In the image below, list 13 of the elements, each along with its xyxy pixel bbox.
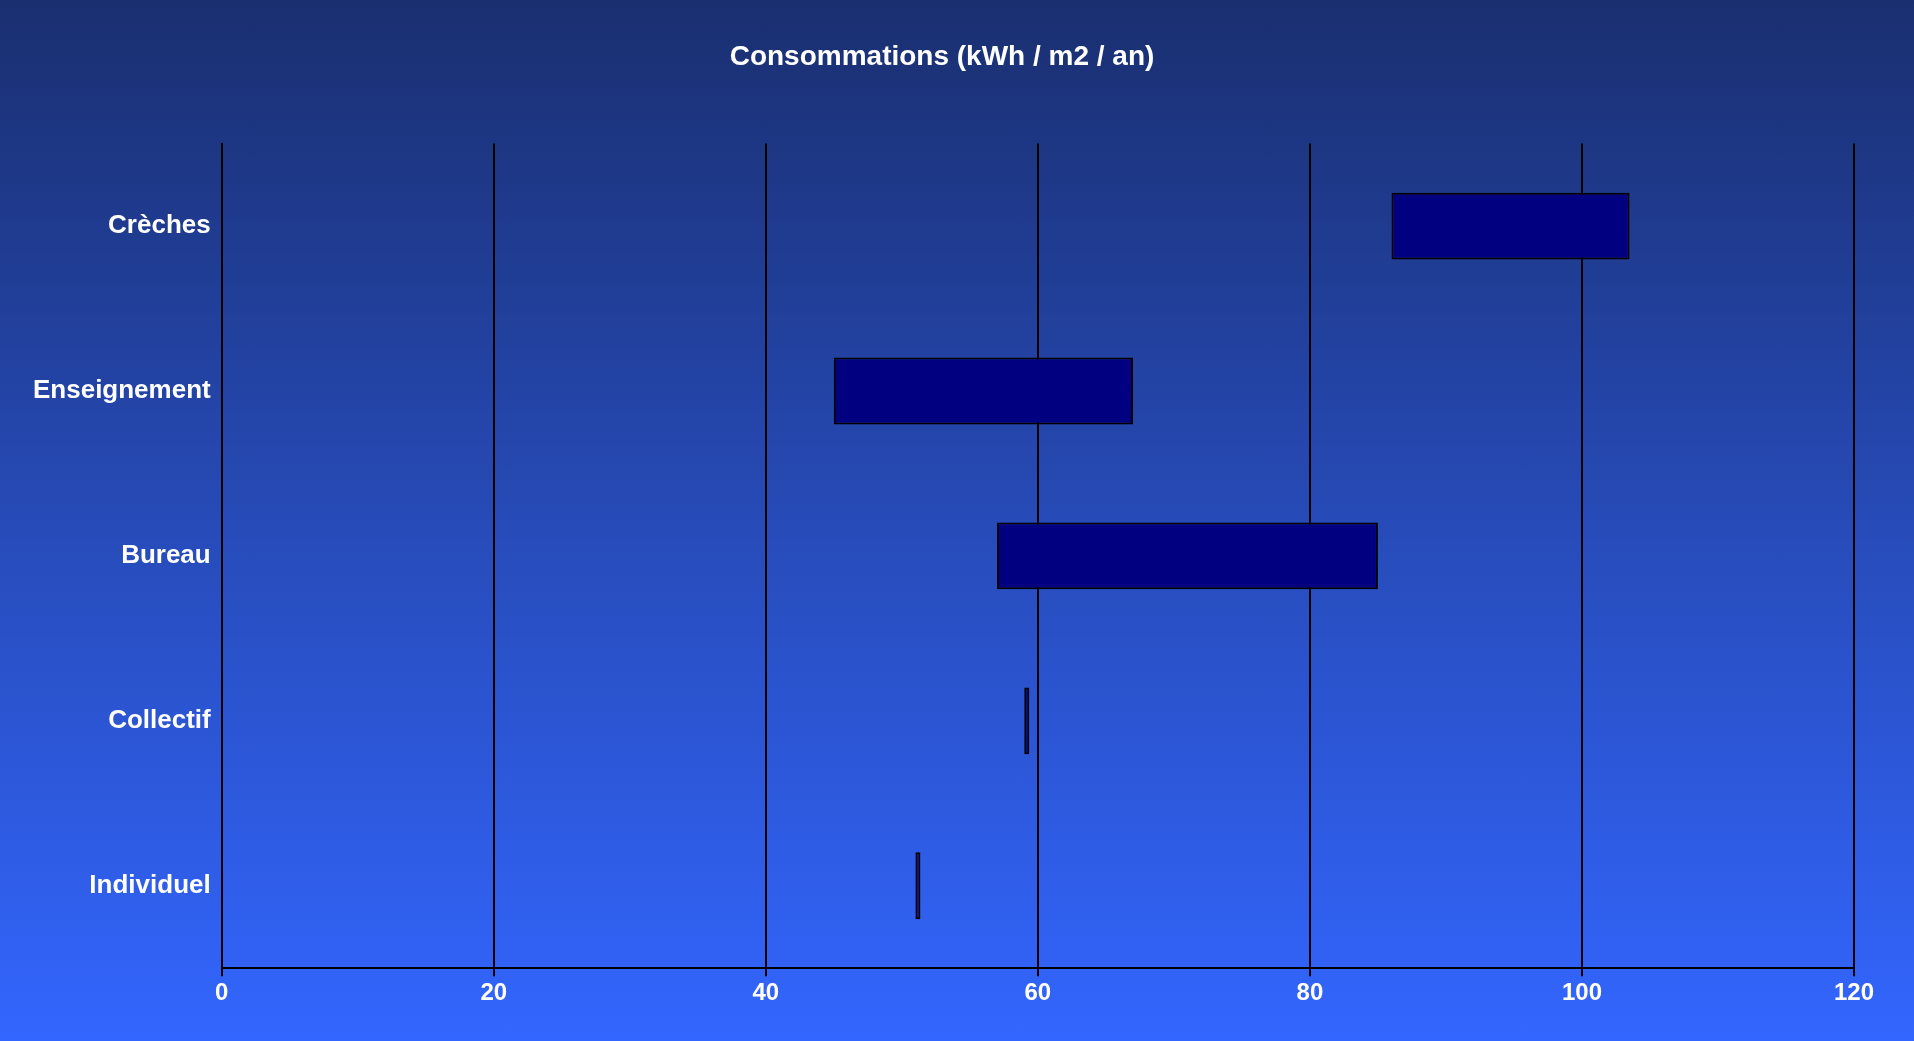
y-tick-label: Bureau [121, 539, 211, 570]
x-tick-label: 120 [1833, 978, 1875, 1006]
y-tick-label: Crèches [108, 209, 211, 240]
x-tick-label: 80 [1296, 978, 1324, 1006]
x-tick-label: 60 [1024, 978, 1052, 1006]
x-tick-label: 0 [215, 978, 229, 1006]
x-tick-label: 100 [1561, 978, 1602, 1006]
x-tick-label: 40 [752, 978, 780, 1006]
y-tick-label: Individuel [89, 868, 211, 899]
y-tick-label: Enseignement [32, 374, 212, 405]
y-tick-label: Collectif [108, 703, 212, 734]
chart-title: Consommations (kWh / m2 / an) [729, 39, 1155, 71]
x-tick-label: 20 [480, 978, 508, 1006]
